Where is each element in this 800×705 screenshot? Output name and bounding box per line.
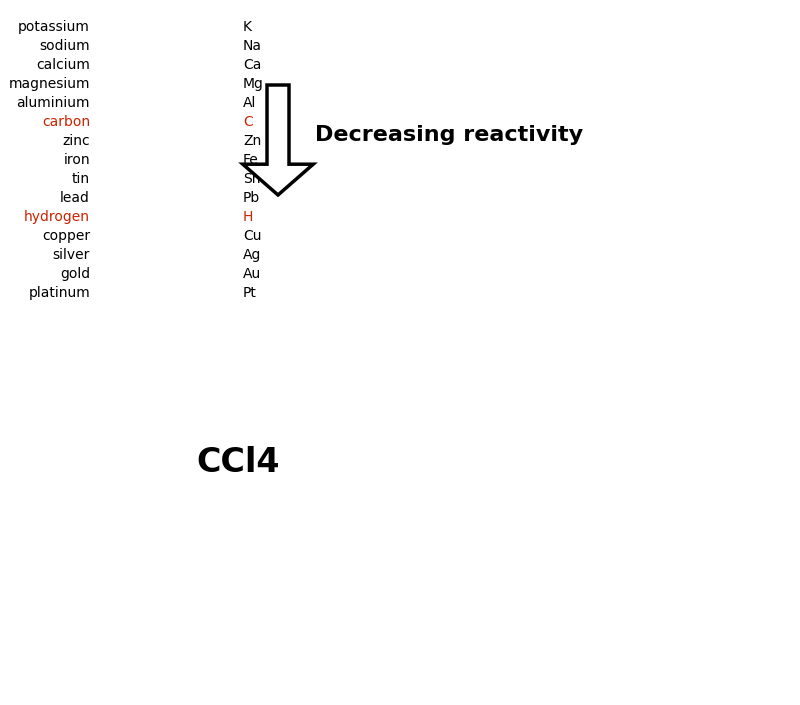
Text: Sn: Sn: [243, 172, 261, 186]
Text: iron: iron: [63, 153, 90, 167]
Text: Au: Au: [243, 267, 262, 281]
Text: Mg: Mg: [243, 77, 264, 91]
Text: Fe: Fe: [243, 153, 258, 167]
Text: copper: copper: [42, 229, 90, 243]
Text: calcium: calcium: [36, 58, 90, 72]
Text: Pt: Pt: [243, 286, 257, 300]
Text: Na: Na: [243, 39, 262, 53]
Text: potassium: potassium: [18, 20, 90, 34]
Text: zinc: zinc: [62, 134, 90, 148]
Text: Ag: Ag: [243, 248, 262, 262]
Text: Zn: Zn: [243, 134, 262, 148]
Text: CCl4: CCl4: [196, 446, 280, 479]
Text: platinum: platinum: [28, 286, 90, 300]
Text: silver: silver: [53, 248, 90, 262]
Text: lead: lead: [60, 191, 90, 205]
Text: aluminium: aluminium: [17, 96, 90, 110]
Text: gold: gold: [60, 267, 90, 281]
Text: hydrogen: hydrogen: [24, 210, 90, 224]
Text: sodium: sodium: [39, 39, 90, 53]
Text: Decreasing reactivity: Decreasing reactivity: [315, 125, 583, 145]
Text: Al: Al: [243, 96, 256, 110]
Text: Ca: Ca: [243, 58, 262, 72]
Text: C: C: [243, 115, 253, 129]
Text: K: K: [243, 20, 252, 34]
Text: magnesium: magnesium: [9, 77, 90, 91]
Text: Cu: Cu: [243, 229, 262, 243]
Text: Pb: Pb: [243, 191, 260, 205]
Text: tin: tin: [72, 172, 90, 186]
Text: carbon: carbon: [42, 115, 90, 129]
Polygon shape: [243, 85, 314, 195]
Text: H: H: [243, 210, 254, 224]
